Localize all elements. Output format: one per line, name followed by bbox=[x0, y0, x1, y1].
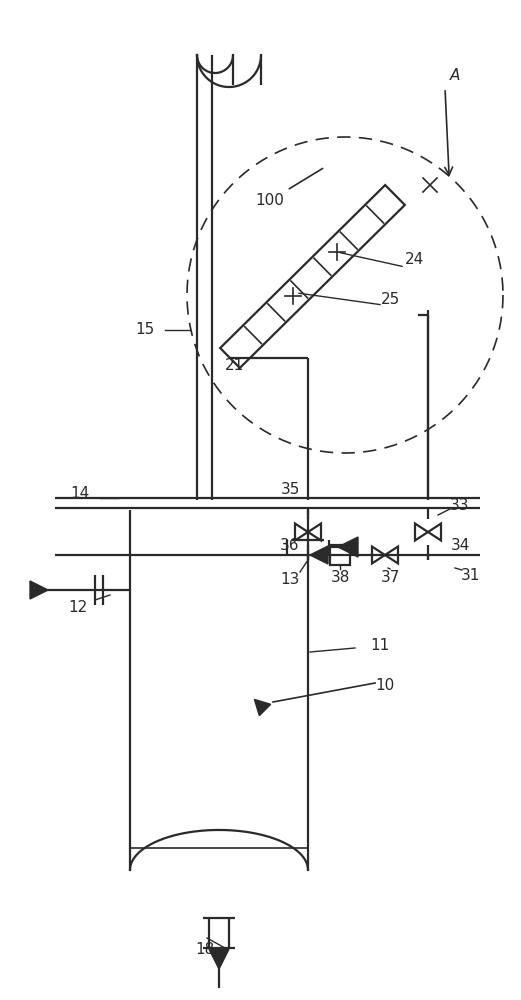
Text: 21: 21 bbox=[226, 358, 245, 372]
Text: 34: 34 bbox=[450, 538, 470, 552]
Text: 10: 10 bbox=[375, 678, 394, 692]
Text: 35: 35 bbox=[280, 483, 300, 497]
Text: 13: 13 bbox=[280, 572, 300, 587]
Text: 38: 38 bbox=[330, 570, 350, 584]
Text: 100: 100 bbox=[256, 168, 322, 208]
Text: 25: 25 bbox=[380, 292, 400, 308]
Polygon shape bbox=[338, 537, 358, 557]
Text: 11: 11 bbox=[370, 638, 390, 652]
Polygon shape bbox=[209, 949, 229, 969]
Text: 18: 18 bbox=[195, 942, 215, 958]
Text: 36: 36 bbox=[280, 538, 300, 552]
Text: 12: 12 bbox=[68, 600, 88, 615]
Text: 33: 33 bbox=[450, 497, 470, 512]
Text: 31: 31 bbox=[461, 568, 480, 582]
Polygon shape bbox=[254, 699, 270, 716]
Bar bbox=[330, 545, 350, 565]
Polygon shape bbox=[30, 581, 48, 599]
Text: 37: 37 bbox=[380, 570, 400, 584]
Text: A: A bbox=[450, 68, 460, 83]
Text: 15: 15 bbox=[135, 322, 155, 338]
Text: 14: 14 bbox=[70, 487, 90, 502]
Polygon shape bbox=[310, 546, 328, 564]
Text: 24: 24 bbox=[405, 252, 425, 267]
